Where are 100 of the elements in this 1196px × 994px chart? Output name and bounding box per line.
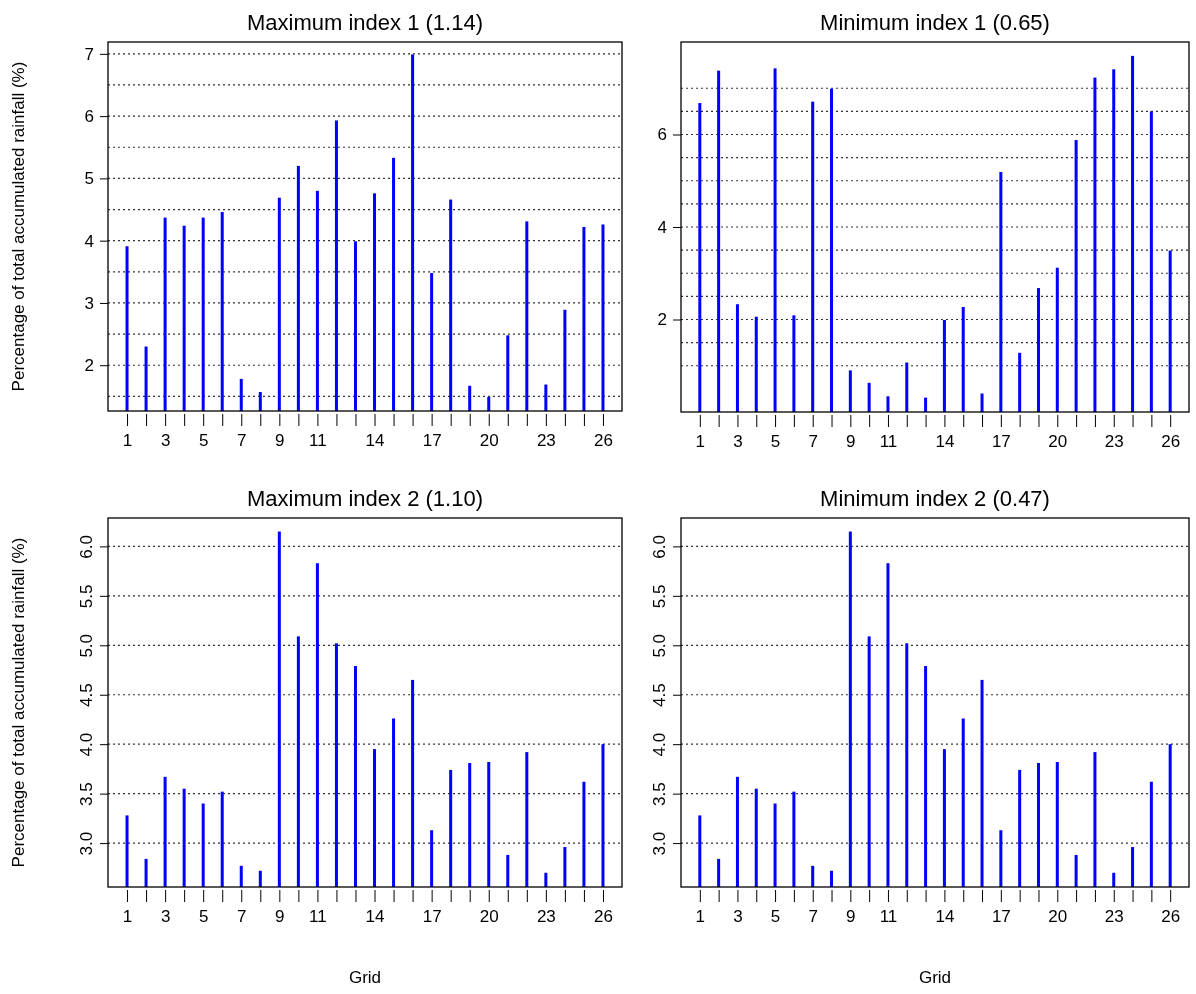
y-tick-label: 6.0 [650, 535, 669, 559]
chart-title: Maximum index 1 (1.14) [247, 10, 483, 35]
bar [905, 362, 909, 412]
x-tick-label: 14 [365, 431, 385, 451]
x-tick-label: 11 [309, 907, 327, 927]
y-tick-label: 4.0 [650, 732, 669, 757]
x-tick-label: 7 [237, 431, 247, 451]
y-axis-title: Percentage of total accumulated rainfall (%) [9, 61, 28, 392]
bar [1055, 267, 1059, 412]
bar [999, 171, 1003, 412]
x-tick-label: 14 [935, 432, 955, 452]
y-tick-label: 4 [657, 217, 667, 237]
y-tick-label: 2 [84, 356, 94, 376]
x-tick-label: 23 [1104, 907, 1124, 927]
x-tick-label: 20 [479, 907, 499, 927]
x-tick-label: 1 [695, 907, 706, 927]
x-tick-label: 23 [536, 431, 556, 451]
chart-title: Maximum index 2 (1.10) [247, 486, 483, 511]
bar [717, 70, 721, 412]
bar [792, 315, 796, 412]
x-tick-label: 20 [479, 431, 499, 451]
bar [886, 396, 890, 412]
y-tick-label: 5.5 [650, 584, 669, 609]
bar [961, 307, 965, 412]
y-tick-label: 3.5 [650, 782, 669, 806]
bar [1149, 111, 1153, 412]
x-tick-label: 9 [846, 907, 856, 927]
x-tick-label: 26 [594, 907, 613, 927]
x-tick-label: 1 [695, 432, 706, 452]
y-tick-label: 4.0 [77, 732, 96, 757]
x-tick-label: 7 [808, 432, 818, 452]
bar [1093, 77, 1097, 412]
x-tick-label: 17 [991, 907, 1011, 927]
y-axis-title: Percentage of total accumulated rainfall (%) [9, 537, 28, 868]
x-tick-label: 11 [879, 907, 898, 927]
x-tick-label: 26 [594, 431, 613, 451]
y-tick-label: 6 [657, 125, 667, 145]
bar [942, 319, 946, 412]
x-axis-title: Grid [918, 968, 952, 987]
y-tick-label: 4.5 [77, 683, 96, 708]
x-tick-label: 3 [733, 907, 743, 927]
x-tick-label: 17 [991, 432, 1011, 452]
x-tick-label: 7 [237, 907, 247, 927]
bar [848, 370, 852, 412]
y-tick-label: 2 [657, 310, 667, 330]
bar [773, 68, 777, 412]
x-tick-label: 9 [275, 907, 285, 927]
bar [811, 101, 815, 412]
x-tick-label: 5 [198, 907, 209, 927]
x-tick-label: 11 [879, 432, 898, 452]
chart-title: Minimum index 1 (0.65) [820, 10, 1050, 35]
x-tick-label: 1 [122, 907, 133, 927]
x-tick-label: 5 [770, 907, 781, 927]
x-tick-label: 9 [846, 432, 856, 452]
y-tick-label: 5.0 [77, 633, 96, 658]
x-tick-label: 20 [1048, 907, 1068, 927]
y-tick-label: 5.0 [650, 633, 669, 658]
y-tick-label: 5 [84, 169, 94, 189]
bar [1074, 140, 1078, 412]
bar [1168, 250, 1172, 412]
x-tick-label: 5 [770, 432, 781, 452]
bar [754, 316, 758, 412]
x-tick-label: 1 [122, 431, 133, 451]
y-tick-label: 3.0 [650, 831, 669, 856]
x-tick-label: 26 [1161, 907, 1181, 927]
x-tick-label: 23 [1104, 432, 1124, 452]
y-tick-label: 7 [84, 44, 94, 64]
bar [1112, 69, 1116, 412]
bar [1036, 288, 1040, 412]
y-tick-label: 3 [84, 293, 94, 313]
x-axis-title: Grid [348, 968, 382, 987]
y-tick-label: 3.0 [77, 831, 96, 856]
y-tick-label: 4.5 [650, 683, 669, 708]
y-tick-label: 3.5 [77, 782, 96, 806]
x-tick-label: 23 [536, 907, 556, 927]
y-tick-label: 6 [84, 107, 94, 127]
bar [698, 103, 702, 412]
bar [980, 393, 984, 412]
x-tick-label: 3 [160, 907, 171, 927]
y-tick-label: 6.0 [77, 535, 96, 559]
x-tick-label: 17 [422, 431, 442, 451]
x-tick-label: 26 [1161, 432, 1181, 452]
x-tick-label: 9 [275, 431, 285, 451]
x-tick-label: 3 [160, 431, 171, 451]
y-tick-label: 4 [84, 231, 94, 251]
x-tick-label: 5 [198, 431, 209, 451]
bar [830, 88, 834, 412]
bar [735, 304, 739, 412]
x-tick-label: 7 [808, 907, 818, 927]
x-tick-label: 3 [733, 432, 743, 452]
x-tick-label: 17 [422, 907, 442, 927]
bar [1131, 55, 1135, 412]
chart-title: Minimum index 2 (0.47) [820, 486, 1050, 511]
x-tick-label: 11 [309, 431, 327, 451]
bar [867, 382, 871, 412]
x-tick-label: 14 [935, 907, 955, 927]
bar [1018, 352, 1022, 412]
bar [924, 397, 928, 412]
x-tick-label: 14 [365, 907, 385, 927]
y-tick-label: 5.5 [77, 584, 96, 609]
